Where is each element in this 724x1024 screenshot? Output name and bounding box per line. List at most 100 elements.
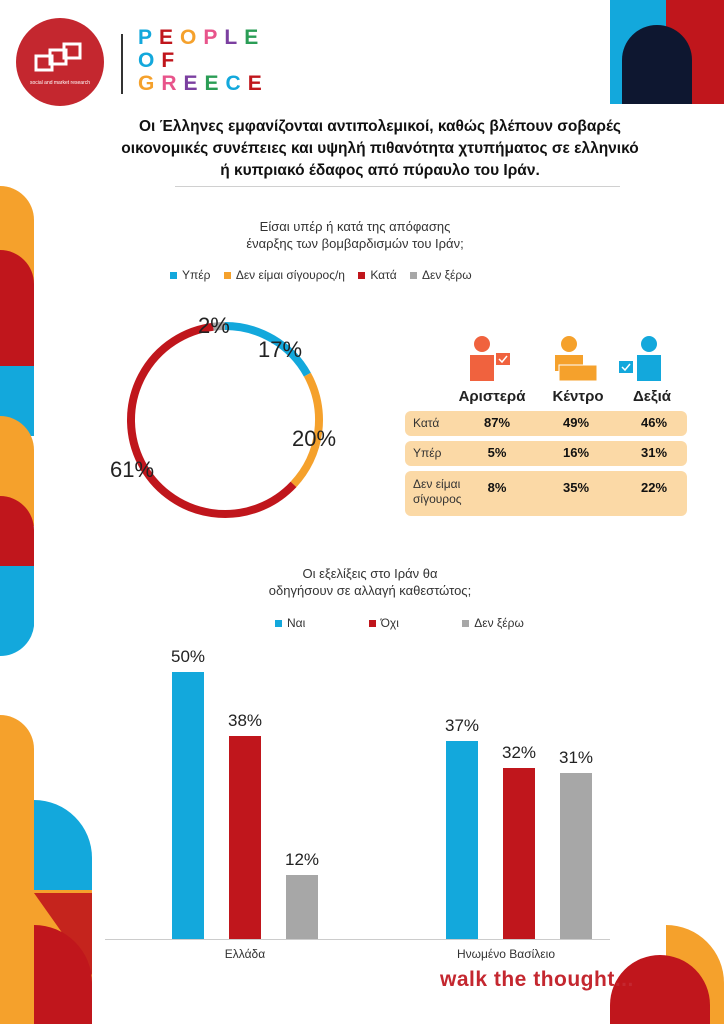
brand-word: OF	[138, 49, 181, 73]
donut-label-dont-know: 2%	[198, 313, 230, 338]
legend-item-against: Κατά	[358, 268, 397, 282]
donut-chart-title: Είσαι υπέρ ή κατά της απόφασης έναρξης τ…	[190, 218, 520, 252]
legend-label: Ναι	[287, 616, 306, 630]
column-center: Κέντρο	[552, 388, 604, 405]
donut-slice-dont-know	[212, 322, 226, 331]
bar-value-label: 12%	[284, 849, 320, 869]
legend-label: Δεν είμαι σίγουρος/η	[235, 268, 345, 282]
bar-value-label: 31%	[558, 748, 594, 768]
voter-right-icon	[619, 336, 661, 381]
brand-letter: E	[159, 26, 181, 49]
header-divider	[121, 34, 123, 94]
legend-label: Όχι	[380, 616, 399, 630]
headline-divider	[175, 186, 620, 187]
bar-chart-title: Οι εξελίξεις στο Ιράν θα οδηγήσουν σε αλ…	[220, 565, 520, 599]
cell-value: 46%	[640, 415, 668, 430]
brand-letter: E	[244, 26, 266, 49]
donut-title-line: Είσαι υπέρ ή κατά της απόφασης	[259, 219, 451, 234]
brand-letter: E	[183, 72, 205, 95]
table-row-for: Υπέρ 5% 16% 31%	[405, 441, 687, 466]
donut-legend: Υπέρ Δεν είμαι σίγουρος/η Κατά Δεν ξέρω	[170, 268, 482, 282]
row-label: Δεν είμαι σίγουρος	[413, 477, 462, 506]
brand-letter: F	[161, 49, 182, 72]
bar-value-label: 50%	[170, 647, 206, 666]
legend-label: Δεν ξέρω	[474, 616, 524, 630]
legend-item-yes: Υπέρ	[170, 268, 210, 282]
legend-swatch	[368, 620, 376, 628]
brand-letter: E	[247, 72, 269, 95]
tagline: walk the thought...	[440, 968, 634, 991]
bottom-left-decoration	[0, 715, 92, 1024]
legend-item-dont-know: Δεν ξέρω	[462, 616, 524, 630]
donut-label-not-sure: 20%	[292, 426, 337, 451]
voter-center-icon	[555, 336, 598, 382]
brand-letter: P	[138, 26, 160, 49]
brand-letter: R	[161, 72, 184, 95]
donut-slice-yes	[224, 322, 311, 377]
donut-label-against: 61%	[110, 457, 155, 482]
bar-title-line: Οι εξελίξεις στο Ιράν θα	[302, 566, 438, 581]
legend-swatch	[223, 272, 231, 280]
cell-value: 87%	[483, 415, 511, 430]
legend-swatch	[462, 620, 470, 628]
bottom-right-decoration	[610, 925, 724, 1024]
legend-item-not-sure: Δεν είμαι σίγουρος/η	[223, 268, 345, 282]
bar-value-label: 32%	[501, 743, 537, 763]
cell-value: 16%	[562, 445, 590, 460]
category-label-uk: Ηνωμένο Βασίλειο	[456, 947, 555, 961]
legend-swatch	[275, 620, 282, 628]
legend-swatch	[409, 272, 417, 280]
cell-value: 22%	[640, 480, 668, 495]
brand-name-line-1: PEOPLE	[138, 26, 265, 50]
column-right: Δεξιά	[633, 388, 671, 405]
row-label: Κατά	[413, 416, 440, 430]
brand-letter: E	[204, 72, 226, 95]
logo-subtitle: social and market research	[29, 80, 91, 86]
brand-letter: C	[225, 72, 248, 95]
bar-no-0	[229, 736, 261, 939]
cell-value: 31%	[640, 445, 668, 460]
bar-dont-know-1	[560, 773, 592, 939]
cell-value: 49%	[562, 415, 590, 430]
top-right-decoration	[610, 0, 724, 104]
brand-name-line-2: OF	[138, 49, 181, 73]
brand-word: PEOPLE	[138, 26, 265, 50]
category-label-greece: Ελλάδα	[224, 947, 266, 961]
headline: Οι Έλληνες εμφανίζονται αντιπολεμικοί, κ…	[121, 118, 639, 179]
cell-value: 35%	[562, 480, 590, 495]
brand-name-line-3: GREECE	[138, 72, 269, 96]
brand-letter: O	[180, 26, 204, 49]
bar-yes-1	[446, 741, 478, 939]
bar-no-1	[503, 768, 535, 939]
legend-item-no: Όχι	[368, 616, 399, 630]
donut-label-yes: 17%	[258, 337, 303, 362]
bar-yes-0	[172, 672, 204, 939]
column-left: Αριστερά	[458, 388, 526, 405]
table-row-not-sure: Δεν είμαι σίγουρος 8% 35% 22%	[405, 471, 687, 516]
cell-value: 8%	[487, 480, 507, 495]
bar-legend: Ναι Όχι Δεν ξέρω	[275, 616, 534, 630]
brand-letter: P	[203, 26, 225, 49]
logo-mark-icon	[34, 42, 82, 72]
bar-title-line: οδηγήσουν σε αλλαγή καθεστώτος;	[268, 583, 472, 598]
row-label: Υπέρ	[413, 446, 442, 460]
legend-item-dont-know: Δεν ξέρω	[409, 268, 472, 282]
legend-label: Δεν ξέρω	[421, 268, 472, 282]
bar-value-label: 38%	[227, 711, 263, 731]
voter-left-icon	[470, 336, 510, 381]
table-row-against: Κατά 87% 49% 46%	[405, 411, 687, 436]
brand-logo	[16, 18, 104, 106]
bar-dont-know-0	[286, 874, 318, 939]
donut-title-line: έναρξης των βομβαρδισμών του Ιράν;	[246, 236, 464, 251]
legend-swatch	[358, 272, 366, 280]
brand-letter: O	[138, 49, 162, 72]
left-edge-decoration	[0, 186, 34, 657]
cell-value: 5%	[487, 445, 507, 460]
brand-letter: G	[138, 72, 162, 95]
bar-value-label: 37%	[444, 716, 480, 736]
x-axis	[105, 939, 610, 940]
legend-label: Υπέρ	[182, 268, 211, 282]
brand-word: GREECE	[138, 72, 269, 96]
legend-item-yes: Ναι	[275, 616, 305, 630]
